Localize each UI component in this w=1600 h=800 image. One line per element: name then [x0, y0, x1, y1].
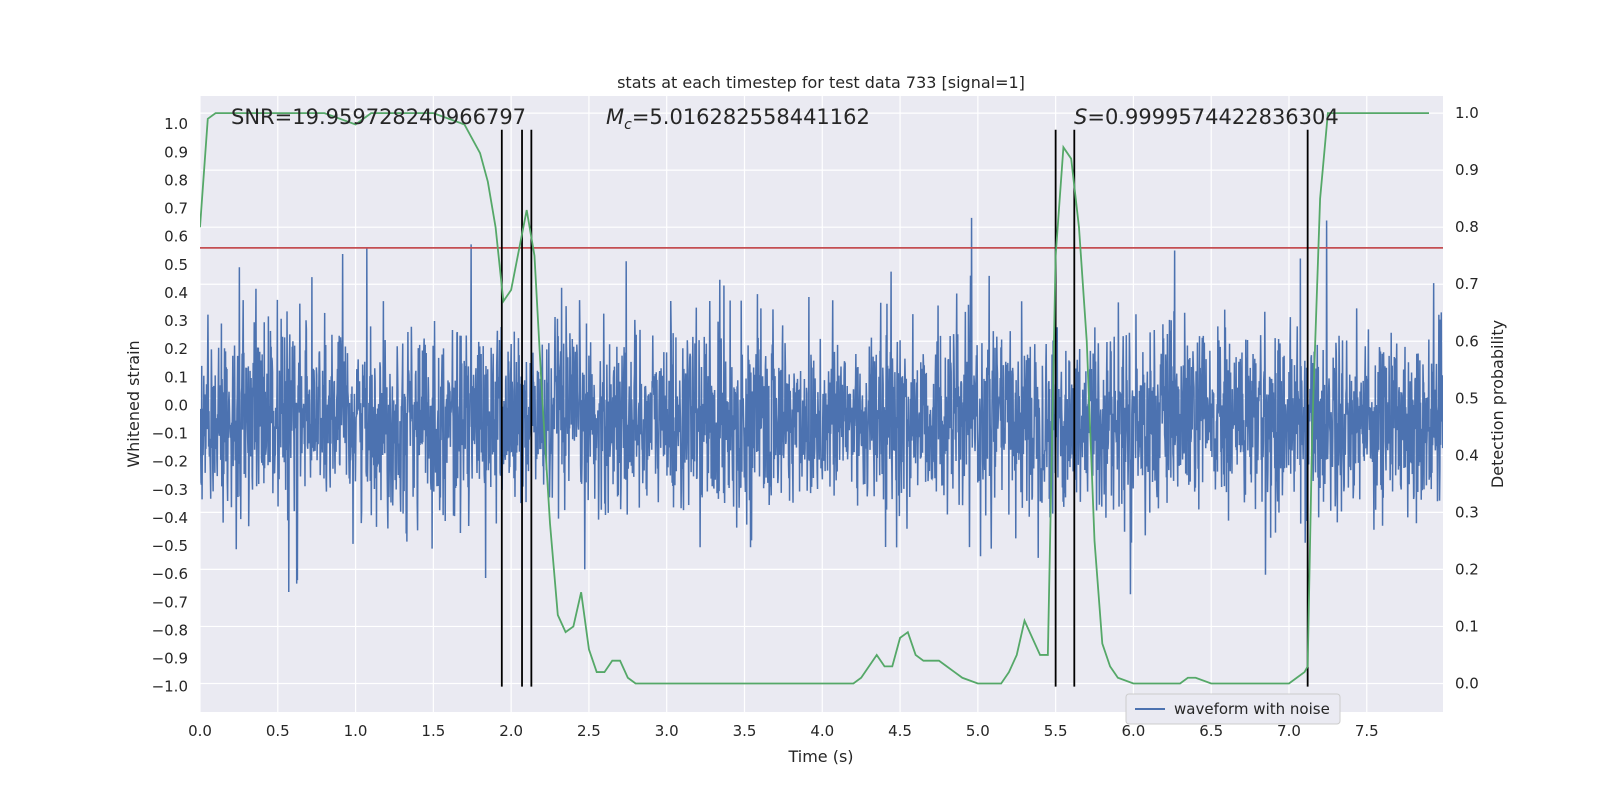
y2-axis-label: Detection probability [1488, 320, 1507, 488]
y2-tick-label: 0.8 [1455, 218, 1479, 236]
x-tick-labels: 0.0 0.5 1.0 1.5 2.0 2.5 3.0 3.5 4.0 4.5 5.0 5.5 6.0 6… [188, 722, 1379, 740]
waveform-line [200, 217, 1443, 595]
x-tick-label: 0.5 [266, 722, 290, 740]
x-tick-label: 7.5 [1355, 722, 1379, 740]
probability-series [200, 112, 1429, 685]
x-tick-label: 1.5 [421, 722, 445, 740]
chirp-mass-annotation: Mc=5.016282558441162 [606, 105, 870, 133]
significance-symbol: S [1074, 105, 1087, 129]
legend: waveform with noise [1125, 693, 1341, 725]
event-lines [500, 129, 1309, 687]
y-tick-label: −0.5 [152, 537, 188, 555]
x-tick-label: 2.5 [577, 722, 601, 740]
y-tick-label: −0.3 [152, 481, 188, 499]
y2-tick-label: 1.0 [1455, 104, 1479, 122]
y-tick-label: −0.8 [152, 621, 188, 639]
legend-label: waveform with noise [1174, 700, 1330, 718]
x-tick-label: 5.0 [966, 722, 990, 740]
x-tick-label: 0.0 [188, 722, 212, 740]
y-tick-label: 0.3 [164, 312, 188, 330]
y-tick-label: 0.2 [164, 340, 188, 358]
y-tick-label: −0.9 [152, 650, 188, 668]
y2-tick-label: 0.2 [1455, 560, 1479, 578]
x-axis-label: Time (s) [787, 747, 853, 766]
y2-tick-label: 0.7 [1455, 275, 1479, 293]
y-tick-label: 0.7 [164, 200, 188, 218]
probability-line [200, 112, 1429, 685]
y-axis-label: Whitened strain [124, 340, 143, 467]
x-tick-label: 3.0 [655, 722, 679, 740]
y-tick-label: −0.6 [152, 565, 188, 583]
y2-tick-label: 0.5 [1455, 389, 1479, 407]
chirp-mass-subscript: c [624, 117, 632, 133]
y-tick-label: 0.4 [164, 284, 188, 302]
y-tick-label: 1.0 [164, 115, 188, 133]
y-tick-label: 0.8 [164, 171, 188, 189]
y-tick-labels: 1.0 0.9 0.8 0.7 0.6 0.5 0.4 0.3 0.2 0.1 0.0 −0.1 −0.… [152, 115, 188, 696]
chirp-mass-symbol: M [606, 105, 624, 129]
x-tick-label: 4.0 [810, 722, 834, 740]
y-tick-label: 0.9 [164, 143, 188, 161]
y2-tick-label: 0.4 [1455, 446, 1479, 464]
significance-value: =0.9999574422836304 [1087, 105, 1338, 129]
x-tick-label: 3.5 [733, 722, 757, 740]
snr-annotation: SNR=19.959728240966797 [231, 105, 526, 129]
y-tick-label: 0.5 [164, 256, 188, 274]
y2-tick-label: 0.3 [1455, 503, 1479, 521]
y-tick-label: 0.6 [164, 228, 188, 246]
x-tick-label: 6.5 [1199, 722, 1223, 740]
x-tick-label: 6.0 [1121, 722, 1145, 740]
y-tick-label: −0.1 [152, 425, 188, 443]
y-tick-label: −1.0 [152, 678, 188, 696]
x-tick-label: 4.5 [888, 722, 912, 740]
y-tick-label: −0.7 [152, 593, 188, 611]
y2-tick-label: 0.1 [1455, 617, 1479, 635]
waveform-series [200, 217, 1443, 595]
y2-tick-labels: 1.0 0.9 0.8 0.7 0.6 0.5 0.4 0.3 0.2 0.1 0.0 [1455, 104, 1479, 692]
legend-box [1125, 693, 1341, 725]
y-tick-label: 0.1 [164, 368, 188, 386]
x-tick-label: 2.0 [499, 722, 523, 740]
y2-tick-label: 0.0 [1455, 674, 1479, 692]
x-tick-label: 5.5 [1044, 722, 1068, 740]
chart-title: stats at each timestep for test data 733… [617, 73, 1025, 92]
y-tick-label: −0.2 [152, 453, 188, 471]
chirp-mass-value: =5.016282558441162 [632, 105, 870, 129]
y2-tick-label: 0.9 [1455, 161, 1479, 179]
y2-tick-label: 0.6 [1455, 332, 1479, 350]
x-tick-label: 7.0 [1277, 722, 1301, 740]
significance-annotation: S=0.9999574422836304 [1074, 105, 1339, 129]
x-tick-label: 1.0 [344, 722, 368, 740]
y-tick-label: −0.4 [152, 509, 188, 527]
y-tick-label: 0.0 [164, 396, 188, 414]
